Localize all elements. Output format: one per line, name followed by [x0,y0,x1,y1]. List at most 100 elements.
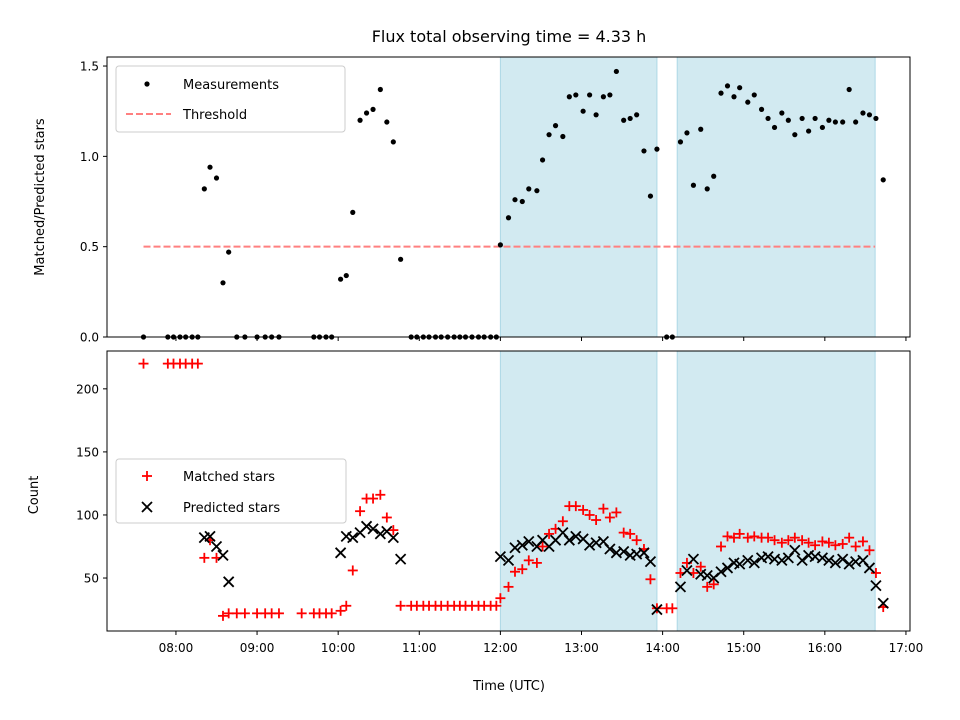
matched-star-point [591,515,602,526]
measurement-point [698,126,704,132]
predicted-star-point [789,544,801,556]
measurement-point [390,139,396,145]
matched-star-point [618,527,629,538]
measurement-point [201,186,207,192]
matched-star-point [667,603,678,614]
predicted-star-point [223,576,235,588]
measurement-point [765,115,771,122]
measurement-point [690,182,697,188]
top-interval-0 [499,56,658,338]
bottom-xtick-label: 15:00 [726,641,761,655]
measurement-point [600,94,607,100]
matched-star-point [837,538,848,549]
measurement-point [338,276,344,282]
ratio-panel: Flux total observing time = 4.33 h 0.00.… [33,27,911,345]
matched-star-point [776,537,787,548]
measurement-point [627,115,633,122]
threshold-legend-label: Threshold [182,108,247,123]
matched-star-point [217,610,228,621]
top-ytick-label: 1.5 [80,60,99,74]
measurement-point [711,173,717,179]
predicted-star-point [494,550,507,563]
measurement-point [647,193,654,199]
measurement-point [213,175,220,181]
predicted-star-point [347,532,359,544]
measurement-point [737,85,743,91]
predicted-star-point [762,550,774,563]
matched-star-point [491,600,502,611]
predicted-star-point [715,566,727,578]
measurement-point [704,186,710,192]
matched-star-point [803,537,814,548]
measurement-point [806,128,812,134]
predicted-star-point [674,581,687,593]
predicted-star-point [367,523,379,535]
chart-title: Flux total observing time = 4.33 h [372,27,647,46]
top-observing-intervals [499,56,876,338]
matched-star-point [810,540,821,551]
measurement-point [745,99,751,105]
matched-star-point [584,509,595,520]
measurement-point [758,106,765,112]
measurement-point [370,106,376,112]
counts-panel: 50 100 150 200 08:00 09:00 10:00 11:00 12:00 13:… [27,350,923,694]
measurement-point [398,256,404,262]
predicted-star-point [829,557,842,569]
measurements-legend-label: Measurements [183,78,279,93]
bottom-xtick-label: 14:00 [645,641,680,655]
measurement-point [771,124,778,131]
measurement-point [207,164,213,170]
measurement-point [519,198,525,205]
bottom-xtick-label: 13:00 [564,641,599,655]
bottom-ytick-label: 200 [76,382,99,396]
matched-star-point [347,565,358,576]
matched-star-point [817,536,828,547]
matched-star-point [734,528,745,539]
bottom-xtick-label: 09:00 [240,641,275,655]
matched-star-point [523,555,534,566]
measurement-point [220,280,226,286]
matched-star-point [830,540,841,551]
predicted-star-point [823,554,835,567]
bottom-ytick-label: 150 [76,445,99,459]
measurement-point [677,139,684,145]
predicted-star-point [217,549,229,561]
matched-star-point [570,501,581,512]
matched-star-point [604,512,615,523]
counts-series [138,358,889,621]
predicted-star-point [374,528,386,540]
predicted-star-point [394,553,407,565]
bottom-xtick-label: 08:00 [159,641,194,655]
bottom-legend: Matched stars Predicted stars [115,458,347,524]
predicted-star-point [701,569,713,582]
matched-star-point [645,574,656,585]
bottom-x-axis-ticks: 08:00 09:00 10:00 11:00 12:00 13:00 14:00 15:00… [159,631,923,655]
predicted-star-point [644,555,657,568]
measurement-point [826,117,832,123]
measurement-point [866,112,873,118]
predicted-star-point [210,540,223,553]
predicted-star-point [721,562,734,574]
top-ytick-label: 0.5 [80,240,99,254]
matched-star-point [625,528,636,539]
matched-star-point [296,608,307,619]
matched-star-point [495,593,506,604]
matched-star-point [749,531,760,542]
matched-star-point [192,358,203,369]
matched-star-point [695,561,706,572]
measurement-point [751,92,757,98]
measurement-point [357,117,363,123]
matched-star-point [844,532,855,543]
matched-star-point [381,512,392,523]
measurement-point [812,115,818,122]
measurement-point [573,92,579,98]
predicted-star-point [742,554,754,567]
matched-star-point [503,581,514,592]
measurement-point [384,119,390,125]
bottom-xtick-label: 11:00 [402,641,437,655]
measurement-point [621,117,627,123]
predicted-star-point [870,579,882,592]
measurement-point [819,124,826,131]
measurement-point [566,94,572,100]
matched-star-point [544,528,555,539]
